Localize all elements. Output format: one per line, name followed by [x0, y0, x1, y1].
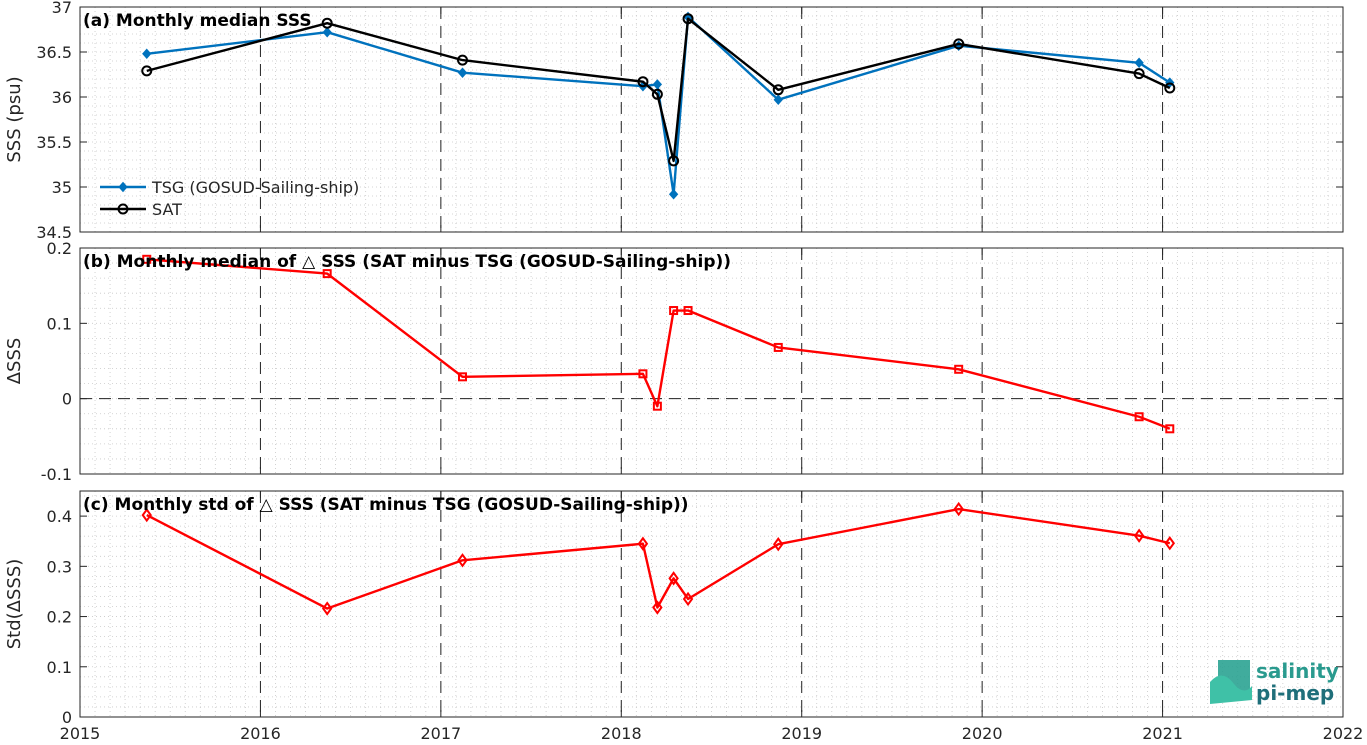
data-point: [321, 17, 333, 29]
data-point: [141, 507, 152, 523]
legend-entry: SAT: [152, 200, 182, 219]
y-tick-label: 0.4: [47, 507, 72, 526]
series-sat: [141, 13, 1176, 167]
panel-c: 0 0.1 0.2 0.3 0.4 2015 2016 2017 2018 2019 2020 202…: [4, 490, 1364, 743]
axes-box: [79, 247, 1344, 475]
logo-line2: pi-mep: [1256, 681, 1334, 705]
minor-grid: [80, 6, 1343, 233]
y-tick-label: 0: [62, 708, 72, 727]
legend-entry: TSG (GOSUD-Sailing-ship): [151, 178, 359, 197]
x-tick-label: 2016: [240, 724, 281, 743]
data-point: [652, 79, 663, 90]
y-tick-label: 0.3: [47, 557, 72, 576]
data-point: [772, 84, 784, 96]
y-axis-label: Std(ΔSSS): [4, 559, 25, 650]
legend-marker: [118, 181, 128, 193]
y-tick-label: 37: [52, 0, 72, 17]
legend-marker: [117, 203, 129, 215]
data-point: [142, 254, 152, 264]
y-axis-label: SSS (psu): [4, 76, 25, 162]
y-tick-label: 0: [62, 390, 72, 409]
x-tick-label: 2021: [1142, 724, 1183, 743]
data-point: [773, 537, 784, 552]
x-tick-label: 2020: [962, 724, 1003, 743]
data-point: [1164, 536, 1176, 551]
y-axis-label: ΔSSS: [4, 338, 25, 385]
data-point: [668, 188, 679, 200]
data-point: [953, 38, 965, 50]
series-line: [146, 258, 1171, 430]
data-point: [669, 306, 679, 316]
y-tick-label: 35.5: [36, 133, 72, 152]
minor-grid: [80, 491, 1343, 718]
data-point: [1134, 412, 1144, 422]
data-point: [953, 501, 964, 517]
logo-wave-shape-front: [1210, 675, 1252, 704]
x-tick-label: 2019: [781, 724, 822, 743]
data-point: [954, 364, 964, 374]
y-tick-label: 0.1: [47, 314, 72, 333]
minor-grid: [80, 247, 1343, 475]
data-point: [322, 269, 332, 279]
data-point: [1133, 528, 1145, 543]
data-point: [1165, 424, 1175, 434]
data-point: [457, 553, 468, 568]
y-tick-label: 0.1: [47, 658, 72, 677]
y-tick-label: -0.1: [41, 465, 72, 484]
panel-b: -0.1 0 0.1 0.2 ΔSSS (b) Monthly median of △ S…: [4, 239, 1344, 484]
y-tick-label: 35: [52, 178, 72, 197]
data-point: [457, 54, 469, 66]
data-point: [637, 76, 649, 88]
data-point: [1134, 57, 1144, 69]
data-point: [668, 571, 679, 586]
data-point: [321, 601, 333, 616]
x-tick-label: 2018: [601, 724, 642, 743]
panel-a: 34.5 35 35.5 36 36.5 37 SSS (psu) (a) Monthly m…: [4, 0, 1344, 242]
axes-box: [79, 490, 1344, 718]
data-point: [638, 369, 648, 379]
data-point: [1133, 68, 1145, 80]
data-point: [142, 48, 152, 60]
panel-title: (b) Monthly median of △ SSS (SAT minus T…: [83, 252, 731, 272]
data-point: [457, 67, 468, 78]
y-tick-label: 0.2: [47, 239, 72, 258]
data-point: [322, 26, 332, 38]
data-point: [773, 342, 783, 352]
data-point: [668, 155, 680, 167]
y-tick-label: 36: [52, 88, 72, 107]
panel-title: (a) Monthly median SSS: [83, 11, 312, 31]
legend: TSG (GOSUD-Sailing-ship) SAT: [100, 178, 359, 219]
y-tick-label: 34.5: [36, 223, 72, 242]
salinity-pimep-logo: salinity pi-mep: [1210, 659, 1339, 705]
x-tick-label: 2022: [1323, 724, 1364, 743]
data-point: [682, 13, 694, 25]
series-line: [146, 507, 1171, 610]
data-point: [652, 600, 663, 615]
data-point: [683, 306, 693, 316]
series-line: [146, 17, 1171, 163]
y-tick-label: 0.2: [47, 608, 72, 627]
data-point: [651, 88, 663, 100]
series-delta-sss: [141, 501, 1176, 616]
data-point: [141, 65, 153, 77]
x-tick-label: 2017: [420, 724, 461, 743]
series-tsg-gosud-sailing-ship: [142, 11, 1175, 200]
series-delta-sss: [142, 254, 1175, 434]
data-point: [773, 94, 783, 105]
series-line: [146, 15, 1171, 196]
logo-line1: salinity: [1256, 659, 1339, 683]
data-point: [652, 401, 662, 411]
data-point: [458, 372, 468, 382]
x-tick-label: 2015: [60, 724, 101, 743]
y-tick-label: 36.5: [36, 43, 72, 62]
data-point: [1164, 82, 1176, 94]
data-point: [682, 591, 694, 607]
axes-box: [79, 6, 1344, 233]
panel-title: (c) Monthly std of △ SSS (SAT minus TSG …: [83, 495, 689, 515]
data-point: [637, 536, 649, 551]
